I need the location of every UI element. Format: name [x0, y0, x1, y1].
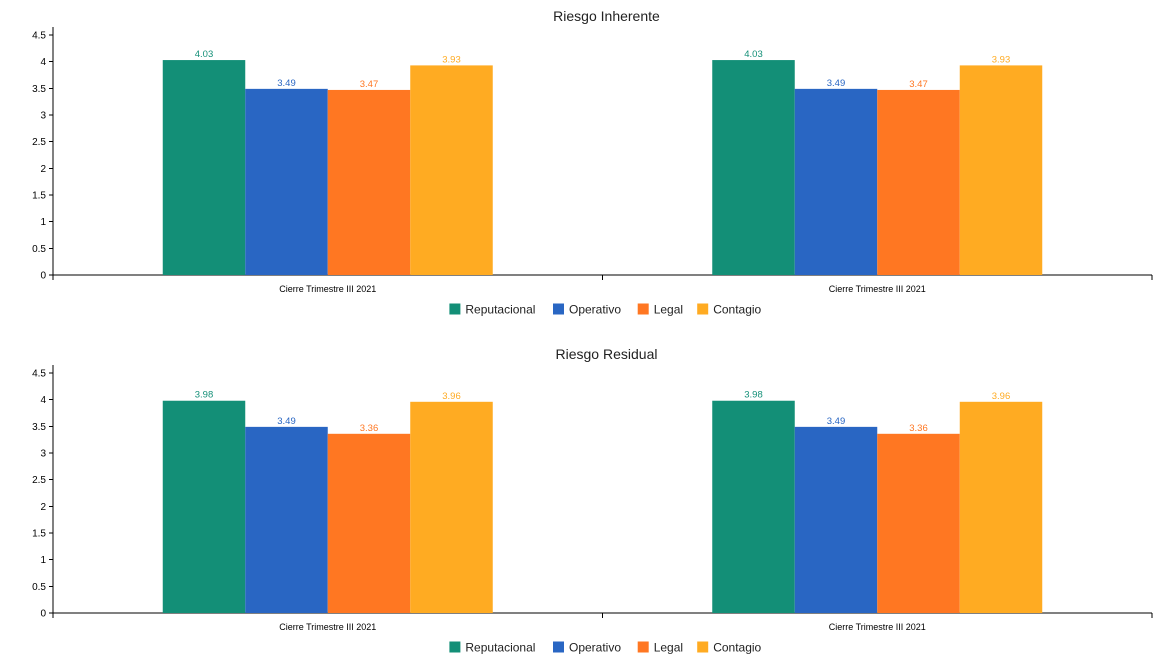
y-tick-label: 3.5	[32, 422, 46, 433]
legend-label: Reputacional	[465, 303, 535, 317]
legend: Reputacional Operativo Legal Contagio	[449, 641, 762, 655]
data-label: 4.03	[195, 49, 214, 60]
bar-contagio[interactable]	[959, 65, 1043, 276]
legend-item-reputacional[interactable]: Reputacional	[449, 641, 535, 655]
data-label: 3.49	[277, 416, 296, 427]
legend-label: Contagio	[713, 641, 761, 655]
y-tick-label: 4	[40, 395, 46, 406]
legend-swatch	[637, 303, 649, 315]
legend-swatch	[637, 641, 649, 653]
riesgo-residual-chart: Riesgo Residual 0 0.5 1 1.5 2 2.5 3 3.5 4 4.5 3.98 3…	[32, 346, 1153, 655]
data-label: 3.96	[992, 391, 1011, 402]
bar-contagio[interactable]	[410, 401, 493, 613]
data-label: 3.98	[744, 390, 763, 401]
bar-legal[interactable]	[327, 89, 411, 275]
bar-legal[interactable]	[877, 89, 960, 275]
y-tick-label: 2	[40, 164, 46, 175]
data-label: 3.47	[909, 79, 928, 90]
y-tick-label: 3.5	[32, 84, 46, 95]
category-label: Cierre Trimestre III 2021	[829, 284, 926, 294]
legend-swatch	[449, 641, 461, 653]
legend-swatch	[697, 641, 709, 653]
y-tick-label: 2.5	[32, 137, 46, 148]
legend: Reputacional Operativo Legal Contagio	[449, 303, 762, 317]
y-tick-label: 1	[40, 555, 46, 566]
data-label: 3.93	[442, 54, 461, 65]
legend-label: Reputacional	[465, 641, 535, 655]
legend-swatch	[553, 641, 564, 653]
legend-item-operativo[interactable]: Operativo	[553, 303, 621, 317]
bar-contagio[interactable]	[959, 401, 1043, 613]
data-label: 3.47	[360, 79, 379, 90]
data-label: 3.36	[360, 423, 379, 434]
legend-swatch	[697, 303, 709, 315]
y-tick-label: 0.5	[32, 244, 46, 255]
category-label: Cierre Trimestre III 2021	[829, 622, 926, 632]
bar-reputacional[interactable]	[712, 60, 795, 275]
y-tick-label: 4.5	[32, 369, 46, 380]
legend-label: Legal	[654, 303, 683, 317]
y-tick-label: 3	[40, 449, 46, 460]
y-tick-label: 2.5	[32, 475, 46, 486]
legend-item-reputacional[interactable]: Reputacional	[449, 303, 535, 317]
riesgo-inherente-chart: Riesgo Inherente 0 0.5 1 1.5 2 2.5 3 3.5 4 4.5 4.03…	[32, 8, 1153, 317]
legend-swatch	[449, 303, 461, 315]
data-label: 3.96	[442, 391, 461, 402]
bar-contagio[interactable]	[410, 65, 493, 276]
bar-reputacional[interactable]	[162, 400, 246, 613]
bar-legal[interactable]	[877, 433, 960, 613]
bar-reputacional[interactable]	[162, 60, 246, 275]
legend-item-contagio[interactable]: Contagio	[697, 303, 762, 317]
legend-item-contagio[interactable]: Contagio	[697, 641, 762, 655]
legend-label: Operativo	[569, 303, 621, 317]
legend-swatch	[553, 303, 564, 315]
bar-reputacional[interactable]	[712, 400, 795, 613]
legend-label: Contagio	[713, 303, 761, 317]
y-tick-label: 2	[40, 502, 46, 513]
legend-item-operativo[interactable]: Operativo	[553, 641, 621, 655]
legend-label: Legal	[654, 641, 683, 655]
y-tick-label: 0	[40, 271, 46, 282]
data-label: 3.49	[277, 78, 296, 89]
y-tick-label: 4	[40, 57, 46, 68]
y-tick-label: 1.5	[32, 529, 46, 540]
y-tick-label: 4.5	[32, 31, 46, 42]
category-label: Cierre Trimestre III 2021	[279, 284, 376, 294]
legend-item-legal[interactable]: Legal	[637, 303, 683, 317]
y-tick-label: 0	[40, 609, 46, 620]
y-tick-label: 1.5	[32, 191, 46, 202]
data-label: 3.36	[909, 423, 928, 434]
data-label: 3.93	[992, 54, 1011, 65]
data-label: 4.03	[744, 49, 763, 60]
data-label: 3.49	[827, 78, 846, 89]
bar-legal[interactable]	[327, 433, 411, 613]
bar-operativo[interactable]	[794, 88, 878, 275]
y-tick-label: 0.5	[32, 582, 46, 593]
data-label: 3.98	[195, 390, 214, 401]
legend-label: Operativo	[569, 641, 621, 655]
bar-operativo[interactable]	[245, 426, 328, 613]
data-label: 3.49	[827, 416, 846, 427]
legend-item-legal[interactable]: Legal	[637, 641, 683, 655]
chart-title: Riesgo Inherente	[553, 8, 660, 24]
category-label: Cierre Trimestre III 2021	[279, 622, 376, 632]
y-tick-label: 3	[40, 111, 46, 122]
bar-operativo[interactable]	[794, 426, 878, 613]
chart-title: Riesgo Residual	[556, 346, 658, 362]
bar-operativo[interactable]	[245, 88, 328, 275]
y-tick-label: 1	[40, 217, 46, 228]
